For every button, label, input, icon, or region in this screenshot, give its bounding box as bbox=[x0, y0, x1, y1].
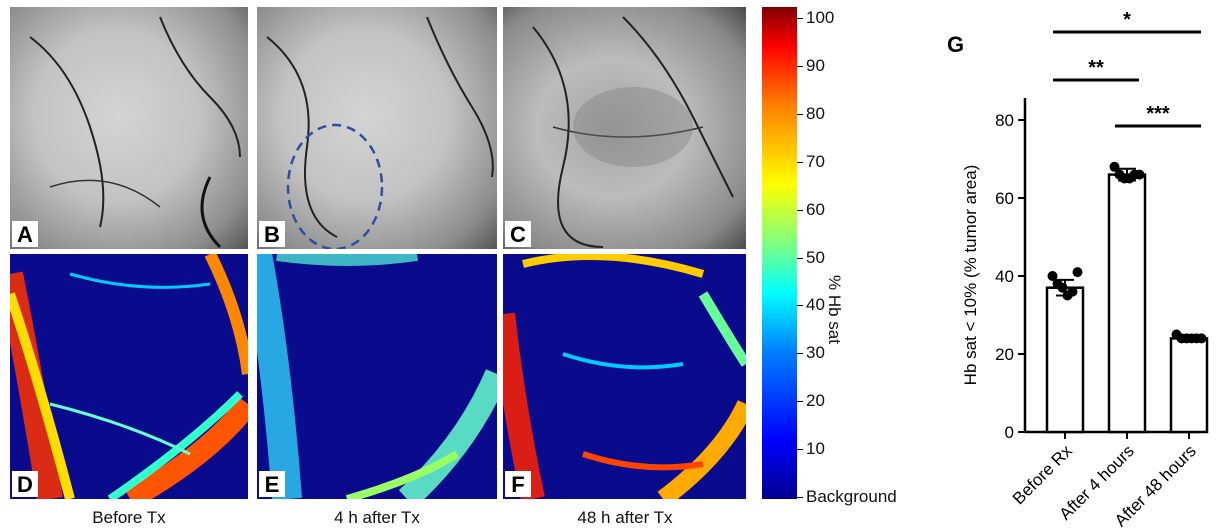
y-tick-label: 40 bbox=[995, 267, 1014, 286]
colorbar-tick-label: 100 bbox=[806, 8, 835, 27]
colorbar-tick bbox=[797, 113, 803, 115]
colorbar-tick-label: Background bbox=[806, 487, 897, 506]
colorbar-tick-label: 30 bbox=[806, 343, 825, 363]
hb-sat-map-f bbox=[503, 254, 746, 499]
caption-before-tx: Before Tx bbox=[92, 508, 166, 527]
bar bbox=[1045, 286, 1085, 434]
colorbar-tick bbox=[797, 353, 803, 355]
panel-e-image: E bbox=[257, 254, 497, 499]
hb-sat-map-e bbox=[257, 254, 497, 499]
colorbar-tick bbox=[797, 449, 803, 451]
vessel-network-c bbox=[532, 16, 734, 248]
panel-a-image: A bbox=[10, 7, 248, 249]
panel-label: D bbox=[12, 471, 38, 497]
colorbar-tick bbox=[797, 257, 803, 259]
bar bbox=[1169, 337, 1209, 434]
data-point bbox=[1057, 282, 1068, 293]
caption-48h-after-tx: 48 h after Tx bbox=[577, 508, 673, 527]
data-point bbox=[1047, 271, 1058, 281]
colorbar-tick-label: 60 bbox=[806, 199, 825, 219]
data-point bbox=[1109, 161, 1120, 172]
y-tick-label: 0 bbox=[1005, 423, 1014, 442]
colorbar-tick bbox=[797, 161, 803, 163]
colorbar-tick-label: 80 bbox=[806, 103, 825, 123]
bar bbox=[1107, 173, 1147, 434]
colorbar-tick bbox=[797, 18, 803, 19]
panel-label: F bbox=[505, 471, 531, 497]
y-tick-label: 80 bbox=[995, 111, 1014, 130]
panel-label: E bbox=[259, 471, 285, 497]
data-point bbox=[1072, 267, 1083, 278]
colorbar-tick-label: 10 bbox=[806, 439, 825, 459]
colorbar-tick-label: 20 bbox=[806, 391, 825, 411]
panel-d-image: D bbox=[10, 254, 248, 499]
panel-label: C bbox=[505, 221, 531, 247]
bar-chart-g: 0 20 40 60 80 Hb sat < 10% (% tumor area) Befo… bbox=[947, 9, 1209, 530]
panel-b-image: B bbox=[257, 7, 497, 249]
panel-c-image: C bbox=[503, 7, 746, 249]
data-point bbox=[1134, 169, 1145, 180]
colorbar-tick-label: 70 bbox=[806, 151, 825, 171]
colorbar-tick bbox=[797, 305, 803, 307]
colorbar-title: % Hb sat bbox=[825, 275, 844, 344]
colorbar-tick-label: 50 bbox=[806, 247, 825, 267]
colorbar-tick bbox=[797, 65, 803, 67]
y-tick-label: 20 bbox=[995, 345, 1014, 364]
significance-label: *** bbox=[1146, 103, 1170, 125]
panel-label: A bbox=[12, 221, 38, 247]
panel-f-image: F bbox=[503, 254, 746, 499]
colorbar bbox=[762, 7, 797, 499]
data-point bbox=[1196, 333, 1207, 344]
hb-sat-map-d bbox=[10, 254, 248, 499]
roi-ellipse bbox=[286, 123, 384, 249]
colorbar-tick bbox=[797, 401, 803, 403]
colorbar-tick-label: 40 bbox=[806, 295, 825, 315]
vessel-network-a bbox=[29, 16, 241, 249]
panel-label-g: G bbox=[947, 32, 964, 57]
x-tick-label: Before Rx bbox=[1009, 441, 1076, 508]
significance-label: ** bbox=[1088, 57, 1104, 79]
colorbar-tick bbox=[797, 209, 803, 211]
caption-4h-after-tx: 4 h after Tx bbox=[334, 508, 420, 527]
y-axis-label: Hb sat < 10% (% tumor area) bbox=[961, 165, 980, 386]
panel-label: B bbox=[259, 221, 285, 247]
y-tick-label: 60 bbox=[995, 189, 1014, 208]
colorbar-tick bbox=[797, 497, 803, 498]
colorbar-tick-label: 90 bbox=[806, 55, 825, 75]
significance-label: * bbox=[1123, 9, 1131, 31]
data-point bbox=[1067, 286, 1078, 297]
vessel-network-b bbox=[266, 16, 494, 249]
